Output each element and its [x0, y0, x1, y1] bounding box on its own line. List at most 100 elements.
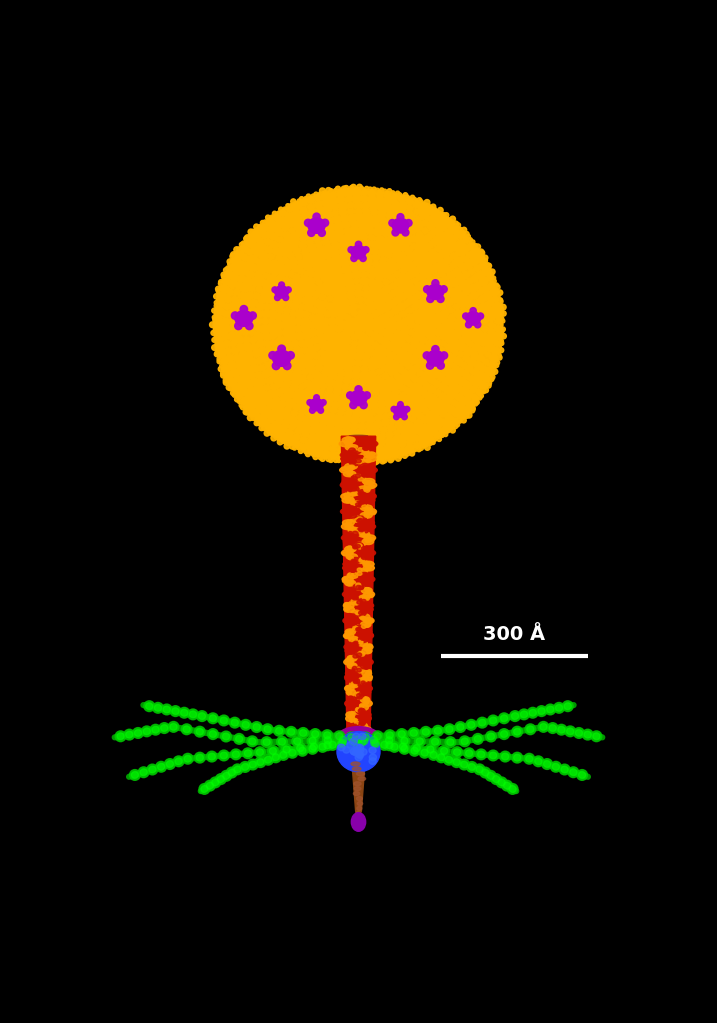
Ellipse shape: [361, 244, 371, 255]
Ellipse shape: [290, 303, 300, 311]
Ellipse shape: [239, 367, 244, 372]
Ellipse shape: [450, 311, 455, 316]
Ellipse shape: [298, 353, 303, 357]
Ellipse shape: [255, 262, 260, 266]
Ellipse shape: [280, 249, 285, 254]
Ellipse shape: [366, 632, 370, 635]
Ellipse shape: [280, 335, 284, 339]
Ellipse shape: [365, 587, 369, 591]
Ellipse shape: [385, 272, 391, 278]
Ellipse shape: [424, 445, 430, 450]
Ellipse shape: [342, 197, 346, 202]
Ellipse shape: [421, 319, 425, 323]
Ellipse shape: [364, 425, 368, 430]
Ellipse shape: [474, 357, 479, 361]
Ellipse shape: [501, 333, 506, 339]
Ellipse shape: [236, 388, 242, 394]
Ellipse shape: [429, 393, 433, 397]
Ellipse shape: [336, 307, 341, 312]
Ellipse shape: [219, 192, 498, 457]
Ellipse shape: [260, 353, 270, 362]
Ellipse shape: [412, 405, 417, 410]
Ellipse shape: [384, 386, 389, 391]
Ellipse shape: [280, 293, 289, 300]
Ellipse shape: [427, 223, 436, 231]
Ellipse shape: [438, 380, 442, 385]
Ellipse shape: [336, 270, 341, 275]
Ellipse shape: [255, 392, 260, 397]
Ellipse shape: [303, 278, 308, 283]
Ellipse shape: [436, 305, 440, 309]
Ellipse shape: [358, 776, 366, 781]
Ellipse shape: [352, 708, 361, 714]
Ellipse shape: [446, 268, 451, 273]
Ellipse shape: [375, 272, 379, 276]
Ellipse shape: [289, 292, 293, 296]
Ellipse shape: [389, 742, 400, 752]
Ellipse shape: [290, 198, 296, 204]
Ellipse shape: [353, 584, 364, 590]
Ellipse shape: [380, 193, 385, 198]
Ellipse shape: [297, 326, 302, 331]
Ellipse shape: [400, 315, 404, 319]
Ellipse shape: [280, 417, 285, 424]
Ellipse shape: [379, 217, 388, 224]
Ellipse shape: [360, 362, 364, 367]
Ellipse shape: [377, 209, 387, 218]
Ellipse shape: [357, 568, 362, 572]
Ellipse shape: [231, 283, 236, 288]
Ellipse shape: [366, 432, 371, 437]
Ellipse shape: [480, 344, 486, 350]
Ellipse shape: [479, 267, 483, 271]
Ellipse shape: [562, 701, 573, 712]
Ellipse shape: [331, 300, 334, 304]
Ellipse shape: [340, 342, 351, 352]
Ellipse shape: [387, 232, 393, 237]
Ellipse shape: [409, 282, 414, 287]
Ellipse shape: [432, 331, 437, 337]
Ellipse shape: [363, 726, 371, 732]
Ellipse shape: [275, 368, 280, 373]
Ellipse shape: [282, 431, 287, 436]
Ellipse shape: [356, 460, 362, 463]
Ellipse shape: [349, 367, 354, 372]
Ellipse shape: [239, 312, 243, 316]
Ellipse shape: [421, 248, 427, 253]
Ellipse shape: [258, 333, 263, 339]
Ellipse shape: [444, 222, 449, 227]
Ellipse shape: [379, 373, 382, 377]
Ellipse shape: [442, 384, 447, 389]
Ellipse shape: [399, 209, 409, 218]
Ellipse shape: [250, 300, 259, 307]
Ellipse shape: [322, 201, 328, 206]
Ellipse shape: [277, 322, 282, 327]
Ellipse shape: [349, 636, 359, 642]
Ellipse shape: [442, 290, 447, 294]
Ellipse shape: [267, 316, 272, 322]
Ellipse shape: [315, 435, 326, 445]
Ellipse shape: [437, 386, 441, 390]
Ellipse shape: [318, 415, 330, 426]
Ellipse shape: [457, 305, 462, 310]
Ellipse shape: [228, 302, 232, 306]
Ellipse shape: [473, 307, 481, 314]
Ellipse shape: [363, 701, 372, 707]
Ellipse shape: [454, 315, 458, 319]
Ellipse shape: [421, 258, 426, 263]
Ellipse shape: [331, 246, 336, 251]
Ellipse shape: [346, 250, 351, 255]
Ellipse shape: [262, 370, 266, 374]
Ellipse shape: [309, 425, 314, 430]
Ellipse shape: [236, 341, 240, 345]
Ellipse shape: [455, 393, 465, 402]
Ellipse shape: [364, 562, 369, 565]
Ellipse shape: [235, 310, 252, 326]
Ellipse shape: [354, 222, 360, 228]
Ellipse shape: [280, 229, 285, 234]
Ellipse shape: [228, 264, 237, 272]
Ellipse shape: [348, 446, 354, 449]
Ellipse shape: [497, 355, 502, 360]
Ellipse shape: [221, 323, 225, 328]
Ellipse shape: [469, 290, 473, 294]
Ellipse shape: [252, 260, 257, 264]
